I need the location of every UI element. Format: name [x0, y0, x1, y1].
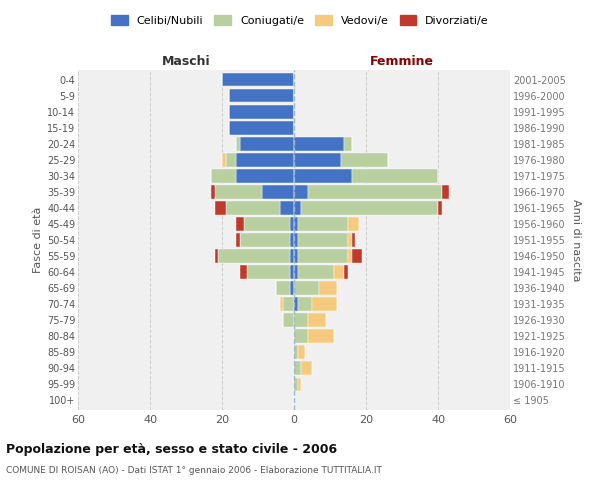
Bar: [215, 201, 226, 214]
Bar: [290, 282, 294, 295]
Bar: [294, 362, 301, 375]
Bar: [280, 201, 294, 214]
Bar: [294, 233, 298, 247]
Bar: [294, 378, 298, 391]
Bar: [226, 201, 280, 214]
Bar: [298, 378, 301, 391]
Bar: [298, 346, 305, 359]
Text: Maschi: Maschi: [161, 56, 211, 68]
Bar: [348, 249, 352, 263]
Bar: [226, 153, 236, 166]
Bar: [262, 185, 294, 198]
Legend: Celibi/Nubili, Coniugati/e, Vedovi/e, Divorziati/e: Celibi/Nubili, Coniugati/e, Vedovi/e, Di…: [107, 10, 493, 30]
Bar: [222, 153, 226, 166]
Bar: [348, 217, 359, 231]
Bar: [240, 233, 290, 247]
Bar: [312, 298, 337, 311]
Bar: [294, 314, 308, 327]
Bar: [211, 185, 215, 198]
Bar: [244, 217, 290, 231]
Bar: [308, 185, 442, 198]
Bar: [442, 185, 449, 198]
Bar: [294, 185, 308, 198]
Bar: [298, 266, 334, 279]
Bar: [290, 233, 294, 247]
Bar: [298, 217, 348, 231]
Bar: [236, 233, 240, 247]
Bar: [247, 266, 290, 279]
Bar: [236, 153, 294, 166]
Bar: [301, 201, 438, 214]
Bar: [290, 249, 294, 263]
Bar: [298, 249, 348, 263]
Bar: [290, 266, 294, 279]
Bar: [352, 233, 355, 247]
Bar: [344, 266, 348, 279]
Text: COMUNE DI ROISAN (AO) - Dati ISTAT 1° gennaio 2006 - Elaborazione TUTTITALIA.IT: COMUNE DI ROISAN (AO) - Dati ISTAT 1° ge…: [6, 466, 382, 475]
Bar: [240, 137, 294, 150]
Bar: [218, 249, 290, 263]
Bar: [294, 298, 298, 311]
Bar: [308, 314, 326, 327]
Bar: [290, 217, 294, 231]
Bar: [348, 233, 352, 247]
Bar: [215, 185, 262, 198]
Bar: [341, 153, 388, 166]
Y-axis label: Fasce di età: Fasce di età: [32, 207, 43, 273]
Bar: [229, 89, 294, 102]
Bar: [229, 121, 294, 134]
Bar: [294, 249, 298, 263]
Bar: [236, 169, 294, 182]
Bar: [294, 137, 344, 150]
Text: Femmine: Femmine: [370, 56, 434, 68]
Bar: [319, 282, 337, 295]
Bar: [294, 346, 298, 359]
Bar: [298, 233, 348, 247]
Bar: [294, 153, 341, 166]
Bar: [438, 201, 442, 214]
Bar: [283, 314, 294, 327]
Bar: [294, 282, 319, 295]
Bar: [276, 282, 290, 295]
Bar: [334, 266, 344, 279]
Bar: [294, 266, 298, 279]
Bar: [352, 249, 362, 263]
Text: Popolazione per età, sesso e stato civile - 2006: Popolazione per età, sesso e stato civil…: [6, 442, 337, 456]
Bar: [222, 73, 294, 86]
Bar: [280, 298, 283, 311]
Bar: [301, 362, 312, 375]
Bar: [236, 137, 240, 150]
Bar: [294, 201, 301, 214]
Bar: [236, 217, 244, 231]
Bar: [240, 266, 247, 279]
Bar: [211, 169, 236, 182]
Bar: [352, 169, 438, 182]
Bar: [215, 249, 218, 263]
Bar: [294, 169, 352, 182]
Bar: [294, 217, 298, 231]
Bar: [344, 137, 352, 150]
Y-axis label: Anni di nascita: Anni di nascita: [571, 198, 581, 281]
Bar: [294, 330, 308, 343]
Bar: [298, 298, 312, 311]
Bar: [283, 298, 294, 311]
Bar: [308, 330, 334, 343]
Bar: [229, 105, 294, 118]
